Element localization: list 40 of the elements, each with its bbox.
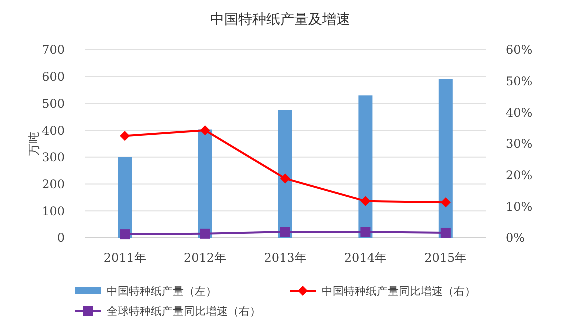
point [120,230,130,240]
legend-label: 全球特种纸产量同比增速（右） [107,304,261,318]
x-tick-label: 2013年 [264,251,307,265]
bar [358,96,373,238]
chart-title: 中国特种纸产量及增速 [210,12,350,28]
y2-tick-label: 40% [506,106,533,120]
point [360,196,371,206]
x-tick-label: 2011年 [104,251,146,265]
point [200,126,210,136]
point [120,131,130,142]
point [280,227,290,238]
y-tick-label: 400 [42,124,65,138]
y-tick-label: 100 [42,204,65,218]
x-tick-label: 2012年 [184,251,227,265]
point [440,198,451,208]
bar [198,130,212,238]
bar [118,157,132,238]
x-tick-label: 2015年 [424,251,468,265]
y2-tick-label: 10% [506,200,533,214]
y2-tick-label: 60% [506,43,533,58]
bar [278,110,292,238]
x-tick-label: 2014年 [344,251,387,265]
y-tick-label: 300 [42,150,65,165]
y2-tick-label: 0% [506,231,526,246]
point [440,228,451,238]
y2-tick-label: 30% [506,137,533,152]
point [200,228,210,239]
legend-label: 中国特种纸产量（左） [107,284,217,298]
bar [438,79,453,238]
point [280,174,290,184]
y-tick-label: 500 [42,96,65,111]
y2-tick-label: 50% [506,74,533,89]
y-tick-label: 0 [57,231,65,246]
y-axis-title: 万吨 [27,132,41,156]
y-tick-label: 700 [42,43,65,58]
legend-label: 中国特种纸产量同比增速（右） [322,284,476,298]
point [360,227,371,238]
y-tick-label: 200 [42,177,65,192]
y-tick-label: 600 [42,70,65,84]
y2-tick-label: 20% [506,168,533,183]
